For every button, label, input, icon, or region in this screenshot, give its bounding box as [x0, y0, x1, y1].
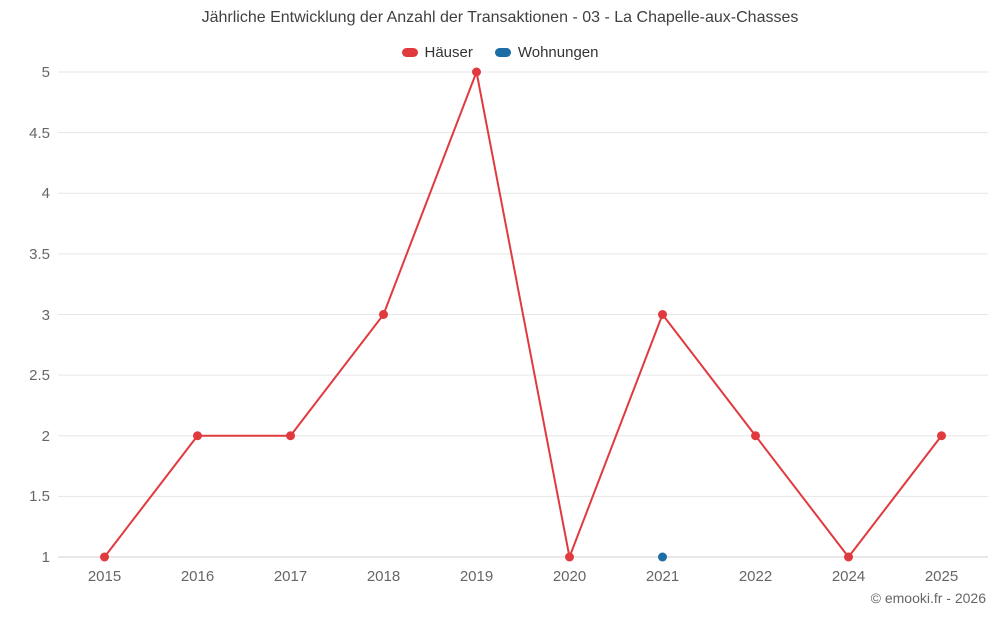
legend-marker-haeuser — [401, 48, 418, 57]
data-point-marker[interactable] — [100, 552, 109, 562]
legend-label-haeuser: Häuser — [424, 44, 473, 61]
x-tick-label: 2016 — [180, 568, 215, 585]
attribution: © emooki.fr - 2026 — [870, 590, 986, 606]
y-tick-label: 4.5 — [29, 124, 50, 142]
data-point-marker[interactable] — [937, 431, 946, 441]
y-tick-label: 5 — [41, 64, 50, 81]
legend-label-wohnungen: Wohnungen — [517, 44, 599, 61]
x-tick-label: 2017 — [273, 568, 308, 585]
y-tick-label: 2 — [41, 427, 50, 445]
y-tick-label: 1 — [41, 549, 50, 566]
data-point-marker[interactable] — [193, 431, 202, 441]
data-point-marker[interactable] — [565, 552, 574, 562]
x-tick-label: 2025 — [924, 568, 959, 585]
x-tick-label: 2015 — [87, 568, 122, 585]
legend-item-haeuser[interactable]: Häuser — [401, 44, 473, 61]
y-tick-label: 1.5 — [29, 488, 50, 506]
series-line-0 — [103, 71, 943, 558]
x-tick-label: 2020 — [552, 568, 587, 585]
x-tick-label: 2019 — [459, 568, 494, 585]
data-point-marker[interactable] — [472, 67, 481, 77]
legend-marker-wohnungen — [494, 48, 511, 57]
y-tick-label: 2.5 — [29, 367, 50, 385]
data-point-marker[interactable] — [658, 552, 667, 562]
legend-item-wohnungen[interactable]: Wohnungen — [494, 44, 599, 61]
y-tick-label: 3 — [41, 306, 50, 324]
data-point-marker[interactable] — [379, 310, 388, 319]
chart-title: Jährliche Entwicklung der Anzahl der Tra… — [201, 9, 799, 26]
legend: Häuser Wohnungen — [0, 44, 1000, 61]
x-tick-label: 2022 — [738, 568, 773, 585]
x-tick-label: 2024 — [831, 568, 866, 585]
data-point-marker[interactable] — [751, 431, 760, 441]
x-tick-label: 2021 — [645, 568, 680, 585]
x-tick-label: 2018 — [366, 568, 401, 585]
y-tick-label: 3.5 — [29, 245, 50, 263]
data-point-marker[interactable] — [658, 310, 667, 319]
data-point-marker[interactable] — [844, 552, 853, 562]
data-point-marker[interactable] — [286, 431, 295, 441]
y-tick-label: 4 — [41, 185, 50, 203]
